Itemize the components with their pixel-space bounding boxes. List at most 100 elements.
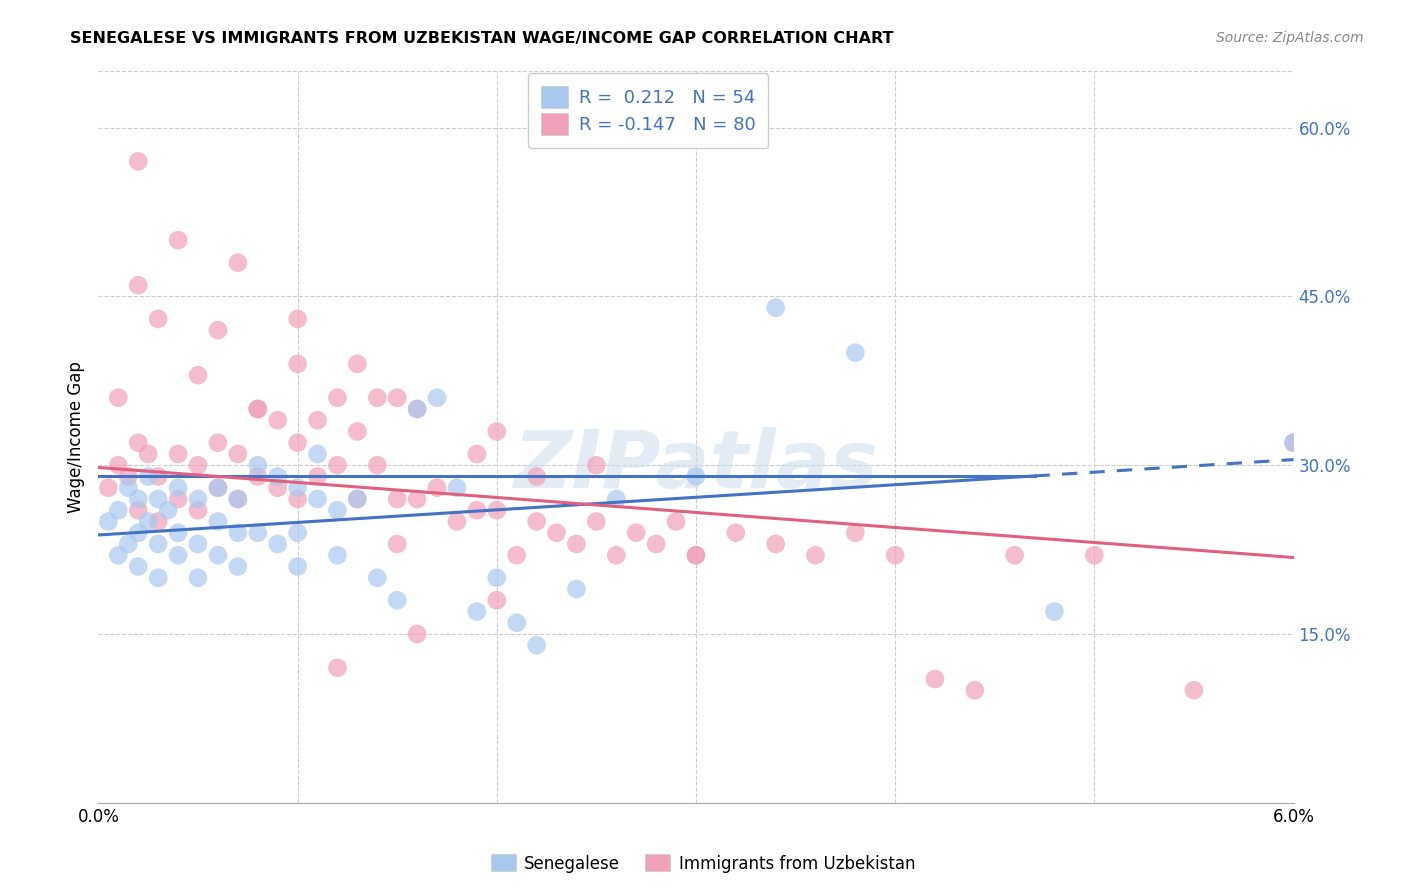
Point xyxy=(187,368,209,383)
Point xyxy=(187,491,209,506)
Point xyxy=(1004,548,1026,562)
Point xyxy=(963,683,986,698)
Point xyxy=(148,515,170,529)
Point xyxy=(485,425,508,439)
Point xyxy=(127,525,149,540)
Point xyxy=(645,537,668,551)
Point xyxy=(605,548,627,562)
Point xyxy=(127,559,149,574)
Point xyxy=(207,435,229,450)
Point xyxy=(187,458,209,473)
Point xyxy=(117,469,139,483)
Point xyxy=(127,154,149,169)
Point xyxy=(346,425,368,439)
Point xyxy=(446,515,468,529)
Legend: Senegalese, Immigrants from Uzbekistan: Senegalese, Immigrants from Uzbekistan xyxy=(484,847,922,880)
Point xyxy=(546,525,568,540)
Text: SENEGALESE VS IMMIGRANTS FROM UZBEKISTAN WAGE/INCOME GAP CORRELATION CHART: SENEGALESE VS IMMIGRANTS FROM UZBEKISTAN… xyxy=(70,31,894,46)
Point xyxy=(465,447,488,461)
Text: ZIPatlas: ZIPatlas xyxy=(513,427,879,506)
Point xyxy=(226,255,249,269)
Point xyxy=(346,491,368,506)
Point xyxy=(1182,683,1205,698)
Point xyxy=(485,593,508,607)
Point xyxy=(804,548,827,562)
Point xyxy=(187,503,209,517)
Point xyxy=(136,515,159,529)
Point xyxy=(287,525,309,540)
Point xyxy=(426,481,449,495)
Point xyxy=(207,481,229,495)
Point xyxy=(287,559,309,574)
Point xyxy=(136,469,159,483)
Point xyxy=(307,447,329,461)
Point xyxy=(385,593,409,607)
Point xyxy=(226,525,249,540)
Point xyxy=(97,515,120,529)
Point xyxy=(246,469,269,483)
Point xyxy=(385,391,409,405)
Point xyxy=(148,571,170,585)
Point xyxy=(385,537,409,551)
Point xyxy=(157,503,180,517)
Y-axis label: Wage/Income Gap: Wage/Income Gap xyxy=(66,361,84,513)
Point xyxy=(1282,435,1305,450)
Point xyxy=(526,515,548,529)
Point xyxy=(366,571,388,585)
Point xyxy=(117,537,139,551)
Point xyxy=(506,615,529,630)
Point xyxy=(136,447,159,461)
Point xyxy=(148,491,170,506)
Point xyxy=(127,503,149,517)
Point xyxy=(267,469,290,483)
Point xyxy=(326,548,349,562)
Point xyxy=(246,401,269,416)
Point xyxy=(565,582,588,596)
Point xyxy=(366,391,388,405)
Point xyxy=(346,357,368,371)
Point xyxy=(665,515,688,529)
Point xyxy=(724,525,747,540)
Point xyxy=(844,345,866,359)
Point xyxy=(446,481,468,495)
Point xyxy=(485,571,508,585)
Point xyxy=(626,525,648,540)
Point xyxy=(307,413,329,427)
Point xyxy=(207,481,229,495)
Point xyxy=(107,548,129,562)
Point xyxy=(406,627,429,641)
Point xyxy=(426,391,449,405)
Point xyxy=(246,458,269,473)
Point xyxy=(117,481,139,495)
Point xyxy=(167,491,190,506)
Point xyxy=(187,537,209,551)
Point xyxy=(765,301,787,315)
Point xyxy=(1282,435,1305,450)
Point xyxy=(406,401,429,416)
Point xyxy=(287,357,309,371)
Point xyxy=(167,447,190,461)
Point xyxy=(267,481,290,495)
Text: Source: ZipAtlas.com: Source: ZipAtlas.com xyxy=(1216,31,1364,45)
Point xyxy=(465,605,488,619)
Point xyxy=(167,481,190,495)
Point xyxy=(97,481,120,495)
Point xyxy=(326,661,349,675)
Point xyxy=(346,491,368,506)
Point xyxy=(326,391,349,405)
Point xyxy=(127,491,149,506)
Point xyxy=(385,491,409,506)
Point xyxy=(406,401,429,416)
Point xyxy=(326,458,349,473)
Point xyxy=(148,469,170,483)
Point xyxy=(366,458,388,473)
Point xyxy=(107,458,129,473)
Point xyxy=(226,559,249,574)
Point xyxy=(565,537,588,551)
Point xyxy=(207,548,229,562)
Point xyxy=(685,548,707,562)
Point xyxy=(226,491,249,506)
Point xyxy=(924,672,946,686)
Point xyxy=(287,491,309,506)
Point xyxy=(127,435,149,450)
